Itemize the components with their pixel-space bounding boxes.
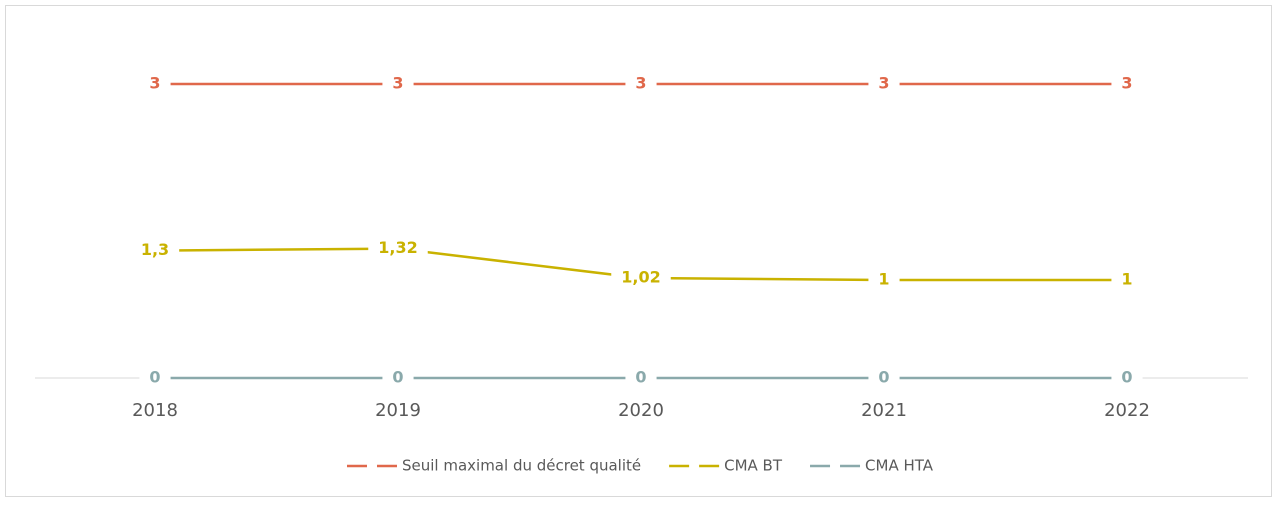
x-tick-label: 2018 xyxy=(132,400,178,421)
x-tick-label: 2019 xyxy=(375,400,421,421)
data-label: 3 xyxy=(878,74,889,93)
data-label-bg xyxy=(1111,73,1143,95)
data-label-group: 1 xyxy=(1111,269,1143,291)
data-label-group: 3 xyxy=(1111,73,1143,95)
data-label-group: 3 xyxy=(382,73,414,95)
data-label: 1 xyxy=(878,270,889,289)
data-label-bg xyxy=(868,73,900,95)
legend-label: Seuil maximal du décret qualité xyxy=(402,457,641,475)
data-label-group: 0 xyxy=(382,367,414,389)
data-label-bg xyxy=(868,269,900,291)
legend-label: CMA BT xyxy=(724,457,783,475)
data-label-group: 0 xyxy=(868,367,900,389)
data-label-bg xyxy=(382,367,414,389)
legend-item: Seuil maximal du décret qualité xyxy=(346,457,641,475)
legend-item: CMA HTA xyxy=(810,457,934,475)
data-label: 1,32 xyxy=(378,238,417,257)
data-label-bg xyxy=(139,73,171,95)
data-label: 0 xyxy=(149,368,160,387)
data-label-group: 3 xyxy=(139,73,171,95)
legend-item: CMA BT xyxy=(669,457,783,475)
data-label: 1,02 xyxy=(621,268,660,287)
data-label-bg xyxy=(1111,269,1143,291)
data-label: 0 xyxy=(635,368,646,387)
data-label-group: 0 xyxy=(625,367,657,389)
data-label-bg xyxy=(382,73,414,95)
data-label-group: 1,02 xyxy=(611,267,671,290)
x-tick-label: 2021 xyxy=(861,400,907,421)
data-label: 1 xyxy=(1121,270,1132,289)
data-label-bg xyxy=(139,367,171,389)
data-label-group: 1 xyxy=(868,269,900,291)
data-label-bg xyxy=(625,367,657,389)
data-label: 3 xyxy=(635,74,646,93)
data-label-bg xyxy=(1111,367,1143,389)
data-label: 3 xyxy=(1121,74,1132,93)
data-label: 1,3 xyxy=(141,240,169,259)
data-label: 3 xyxy=(392,74,403,93)
data-label-bg xyxy=(368,237,428,260)
data-label-group: 1,3 xyxy=(130,239,180,262)
x-tick-label: 2020 xyxy=(618,400,664,421)
legend-label: CMA HTA xyxy=(865,457,934,475)
data-label: 0 xyxy=(392,368,403,387)
x-tick-label: 2022 xyxy=(1104,400,1150,421)
data-label-bg xyxy=(625,73,657,95)
data-label-bg xyxy=(611,267,671,290)
data-label-group: 3 xyxy=(868,73,900,95)
data-label-group: 0 xyxy=(139,367,171,389)
data-label-group: 0 xyxy=(1111,367,1143,389)
data-label: 0 xyxy=(878,368,889,387)
data-label-group: 3 xyxy=(625,73,657,95)
data-label: 3 xyxy=(149,74,160,93)
data-label-group: 1,32 xyxy=(368,237,428,260)
data-label-bg xyxy=(868,367,900,389)
data-label: 0 xyxy=(1121,368,1132,387)
data-label-bg xyxy=(130,239,180,262)
